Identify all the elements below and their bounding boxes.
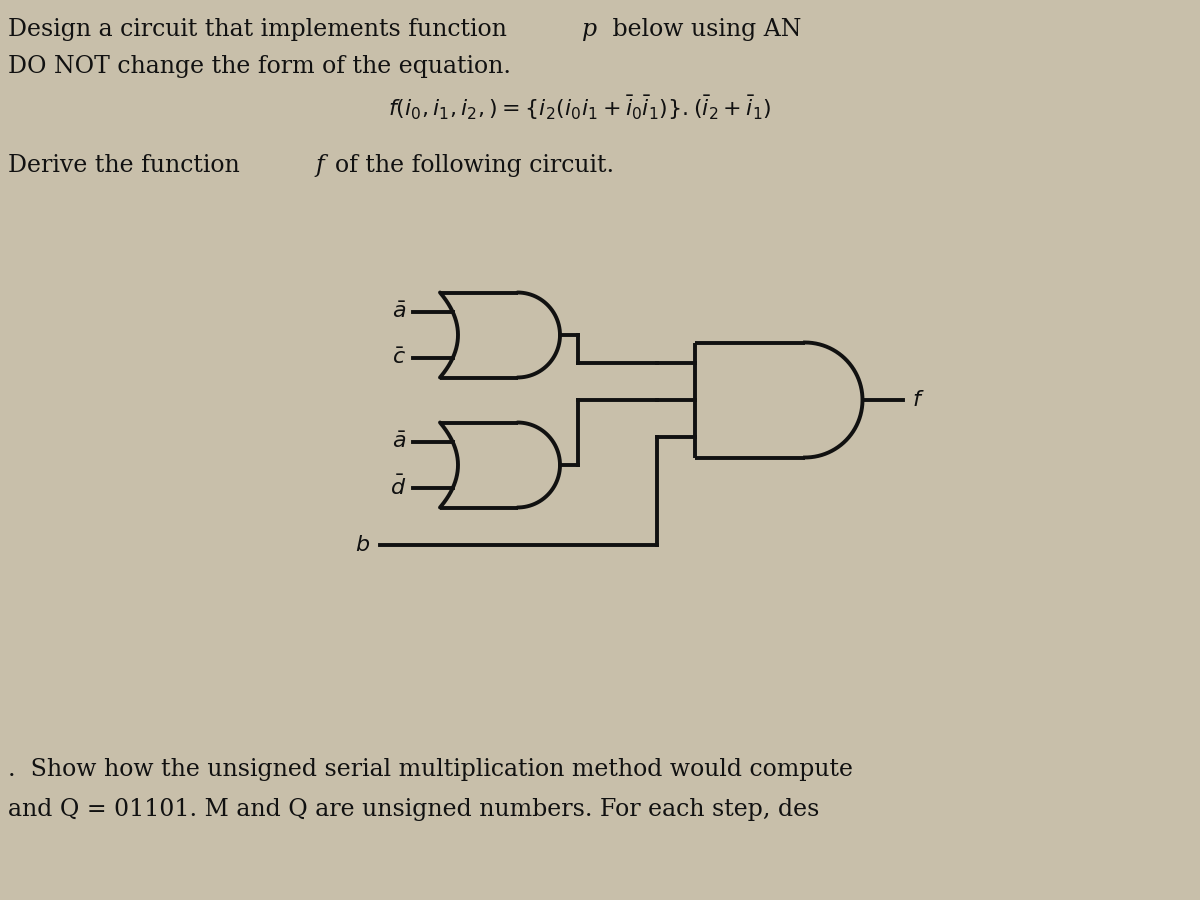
- Text: $\bar{c}$: $\bar{c}$: [392, 346, 406, 369]
- Text: $b$: $b$: [355, 534, 370, 556]
- Text: .  Show how the unsigned serial multiplication method would compute: . Show how the unsigned serial multiplic…: [8, 758, 853, 781]
- Text: and Q = 01101. M and Q are unsigned numbers. For each step, des: and Q = 01101. M and Q are unsigned numb…: [8, 798, 820, 821]
- Text: of the following circuit.: of the following circuit.: [335, 154, 614, 177]
- Text: $f(i_0, i_1, i_2,) = \{i_2(i_0 i_1 + \bar{i}_0\bar{i}_1)\}.(\bar{i}_2 + \bar{i}_: $f(i_0, i_1, i_2,) = \{i_2(i_0 i_1 + \ba…: [388, 94, 772, 122]
- Text: below using AN: below using AN: [605, 18, 802, 41]
- Text: Derive the function: Derive the function: [8, 154, 247, 177]
- Text: $\bar{a}$: $\bar{a}$: [391, 431, 406, 453]
- Text: $f$: $f$: [912, 389, 925, 411]
- Text: p: p: [582, 18, 598, 41]
- Text: Design a circuit that implements function: Design a circuit that implements functio…: [8, 18, 515, 41]
- Text: DO NOT change the form of the equation.: DO NOT change the form of the equation.: [8, 55, 511, 78]
- Text: $\bar{d}$: $\bar{d}$: [390, 476, 406, 500]
- Text: $\bar{a}$: $\bar{a}$: [391, 301, 406, 323]
- Text: f: f: [314, 154, 324, 177]
